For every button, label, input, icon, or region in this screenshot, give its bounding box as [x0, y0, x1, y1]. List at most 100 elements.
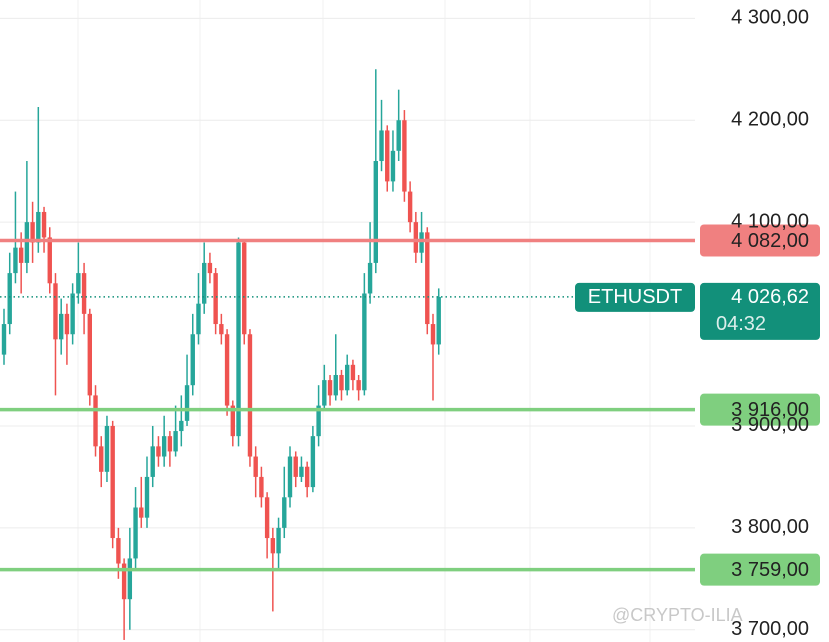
- candle-body: [87, 313, 92, 396]
- candle-body: [264, 497, 270, 539]
- y-tick-label: 3 900,00: [731, 414, 809, 436]
- candle-body: [419, 232, 424, 253]
- time-grid: [77, 0, 651, 642]
- candle-body: [36, 211, 41, 243]
- candle-body: [390, 150, 396, 182]
- symbol-label: ETHUSDT: [588, 286, 682, 308]
- candle-body: [316, 405, 321, 437]
- level-tag: [700, 393, 820, 426]
- candle-body: [116, 538, 121, 564]
- candle-body: [93, 395, 98, 447]
- candle-body: [24, 222, 30, 263]
- candle-body: [179, 420, 184, 432]
- candle-body: [379, 130, 384, 162]
- candle-body: [184, 385, 190, 421]
- candle-body: [310, 436, 316, 488]
- candle-body: [41, 211, 47, 238]
- candle-body: [402, 120, 407, 192]
- candle-body: [236, 242, 241, 437]
- candle-body: [322, 380, 327, 406]
- candle-body: [81, 273, 87, 314]
- candle-body: [367, 262, 373, 294]
- candle-body: [190, 334, 195, 386]
- candle-body: [253, 456, 258, 477]
- candle-body: [345, 364, 350, 391]
- candles: [1, 69, 441, 640]
- y-tick-label: 3 700,00: [731, 618, 809, 640]
- candle-body: [64, 313, 70, 335]
- candle-body: [47, 237, 52, 284]
- watermark: @CRYPTO-ILIA: [612, 605, 743, 625]
- level-label: 3 759,00: [731, 559, 809, 581]
- level-label: 4 082,00: [731, 230, 809, 252]
- candle-body: [139, 507, 144, 518]
- candle-body: [270, 538, 276, 554]
- candle-body: [430, 324, 436, 345]
- candle-body: [425, 232, 430, 325]
- candle-body: [259, 476, 264, 498]
- level-tag: [700, 553, 820, 586]
- y-tick-label: 4 200,00: [731, 109, 809, 131]
- y-tick-label: 3 800,00: [731, 516, 809, 538]
- candle-body: [436, 296, 441, 345]
- candle-body: [156, 446, 161, 457]
- candle-body: [396, 120, 401, 151]
- level-label: 3 916,00: [731, 399, 809, 421]
- candle-body: [327, 380, 333, 396]
- candle-body: [59, 313, 64, 340]
- candle-body: [224, 334, 230, 406]
- candle-body: [299, 466, 304, 477]
- candle-body: [173, 431, 178, 452]
- candle-body: [230, 405, 235, 437]
- candle-body: [350, 364, 356, 381]
- candle-body: [144, 476, 150, 518]
- current-price-tag: [700, 282, 820, 340]
- price-axis: 4 300,00 4 200,00 4 100,00 3 900,00 3 800,00…: [731, 7, 809, 640]
- candle-body: [333, 375, 338, 396]
- candle-body: [339, 375, 344, 391]
- candle-body: [53, 283, 58, 340]
- candle-body: [304, 466, 310, 488]
- candle-body: [18, 247, 24, 263]
- candle-body: [207, 262, 213, 274]
- candle-body: [121, 563, 127, 600]
- candle-body: [413, 222, 419, 253]
- candle-body: [247, 334, 253, 457]
- candle-body: [1, 324, 7, 355]
- candle-body: [219, 324, 224, 335]
- candle-body: [385, 130, 390, 182]
- candle-body: [276, 527, 281, 554]
- candle-body: [110, 425, 115, 539]
- candle-body: [30, 222, 35, 243]
- countdown-label: 04:32: [716, 313, 766, 335]
- candle-body: [127, 558, 133, 600]
- level-tag: [700, 224, 820, 257]
- candle-body: [70, 293, 75, 335]
- candle-body: [373, 161, 378, 263]
- candle-body: [282, 497, 287, 528]
- candle-body: [407, 191, 413, 223]
- candle-body: [13, 247, 18, 274]
- candle-body: [104, 425, 110, 472]
- candle-body: [196, 303, 201, 335]
- candle-body: [150, 446, 155, 477]
- current-price-label: 4 026,62: [731, 286, 809, 308]
- y-tick-label: 4 100,00: [731, 210, 809, 232]
- candle-body: [293, 456, 298, 477]
- candle-body: [202, 262, 207, 304]
- levels: 4 082,00 3 916,00 3 759,00 ETHUSDT 4 026,62 0…: [0, 224, 820, 586]
- candle-body: [76, 273, 81, 294]
- candle-body: [161, 436, 167, 457]
- candle-body: [213, 273, 218, 325]
- candle-body: [287, 456, 293, 498]
- candle-body: [7, 273, 12, 325]
- grid: [0, 17, 695, 631]
- y-tick-label: 4 300,00: [731, 7, 809, 29]
- candle-body: [167, 436, 173, 452]
- candle-body: [362, 293, 367, 391]
- candle-body: [356, 380, 361, 391]
- candle-body: [242, 242, 247, 335]
- symbol-tag: [575, 282, 695, 312]
- candle-body: [99, 446, 104, 472]
